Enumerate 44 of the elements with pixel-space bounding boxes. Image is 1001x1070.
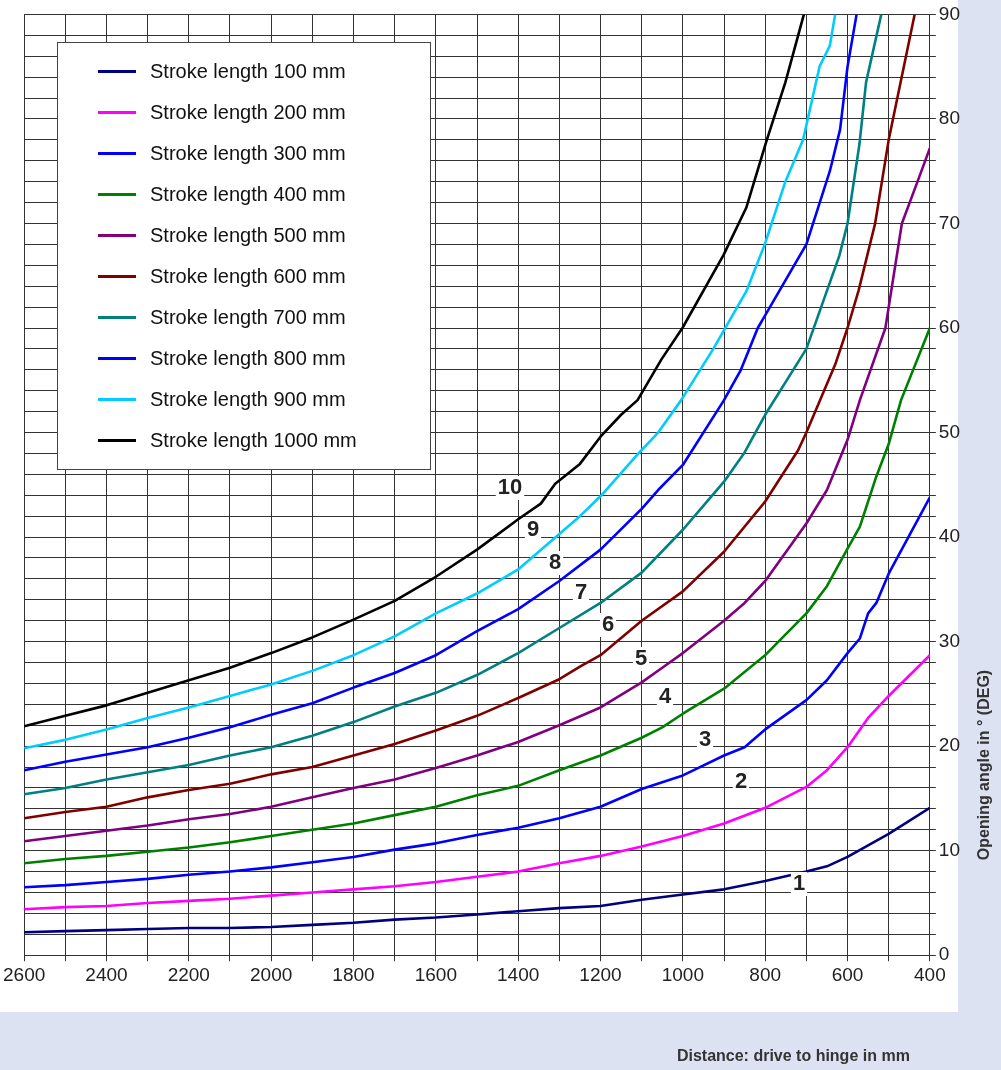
y-tick-label: 30 xyxy=(938,629,961,651)
annotation: 4 xyxy=(658,683,672,709)
y-tick-label: 90 xyxy=(938,2,961,24)
y-tick-label: 80 xyxy=(938,107,961,129)
x-tick-label: 2600 xyxy=(2,963,46,985)
x-tick-label: 800 xyxy=(749,963,782,985)
y-tick-label: 70 xyxy=(938,211,961,233)
annotation: 2 xyxy=(734,768,748,794)
y-tick-label: 50 xyxy=(938,420,961,442)
annotation: 6 xyxy=(601,611,615,637)
legend-label: Stroke length 600 mm xyxy=(150,265,346,288)
x-tick-label: 1000 xyxy=(661,963,704,985)
annotation: 9 xyxy=(526,516,540,542)
x-tick-label: 2200 xyxy=(167,963,210,985)
x-tick-label: 1200 xyxy=(579,963,622,985)
annotation: 3 xyxy=(698,726,712,752)
y-tick-label: 10 xyxy=(938,838,961,860)
legend-label: Stroke length 500 mm xyxy=(150,224,346,247)
legend-label: Stroke length 1000 mm xyxy=(150,429,357,452)
y-axis-title: Opening angle in ° (DEG) xyxy=(975,669,993,861)
annotation: 1 xyxy=(792,870,806,896)
annotation: 10 xyxy=(497,474,523,500)
y-tick-label: 40 xyxy=(938,525,961,547)
y-tick-label: 60 xyxy=(938,316,961,338)
legend-label: Stroke length 300 mm xyxy=(150,142,346,165)
legend-label: Stroke length 100 mm xyxy=(150,60,346,83)
x-tick-label: 2400 xyxy=(85,963,128,985)
x-axis-title: Distance: drive to hinge in mm xyxy=(676,1047,910,1065)
legend-label: Stroke length 400 mm xyxy=(150,183,346,206)
x-tick-label: 2000 xyxy=(250,963,293,985)
legend-label: Stroke length 700 mm xyxy=(150,306,346,329)
annotation: 8 xyxy=(548,549,562,575)
legend-label: Stroke length 900 mm xyxy=(150,388,346,411)
annotation: 5 xyxy=(634,645,648,671)
y-tick-label: 0 xyxy=(938,943,950,965)
x-tick-label: 1400 xyxy=(497,963,540,985)
x-tick-label: 400 xyxy=(914,963,946,985)
y-tick-label: 20 xyxy=(938,734,961,756)
legend-label: Stroke length 800 mm xyxy=(150,347,346,370)
legend-label: Stroke length 200 mm xyxy=(150,101,346,124)
x-tick-label: 600 xyxy=(831,963,864,985)
x-tick-label: 1600 xyxy=(414,963,457,985)
annotation: 7 xyxy=(574,579,588,605)
x-tick-label: 1800 xyxy=(332,963,375,985)
